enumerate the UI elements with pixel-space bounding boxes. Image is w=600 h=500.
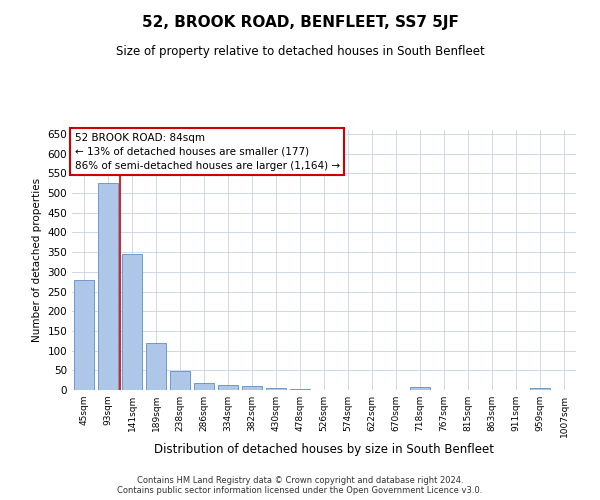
Bar <box>530 388 550 390</box>
Bar <box>242 386 262 390</box>
Bar <box>266 388 286 390</box>
Bar <box>74 280 94 390</box>
Bar <box>122 254 142 390</box>
Bar <box>218 386 238 390</box>
Bar <box>98 183 118 390</box>
Y-axis label: Number of detached properties: Number of detached properties <box>32 178 42 342</box>
Text: Contains HM Land Registry data © Crown copyright and database right 2024.
Contai: Contains HM Land Registry data © Crown c… <box>118 476 482 495</box>
Text: 52, BROOK ROAD, BENFLEET, SS7 5JF: 52, BROOK ROAD, BENFLEET, SS7 5JF <box>142 15 458 30</box>
Bar <box>146 342 166 390</box>
Bar <box>194 384 214 390</box>
Text: Size of property relative to detached houses in South Benfleet: Size of property relative to detached ho… <box>116 45 484 58</box>
X-axis label: Distribution of detached houses by size in South Benfleet: Distribution of detached houses by size … <box>154 442 494 456</box>
Bar <box>170 371 190 390</box>
Bar <box>410 387 430 390</box>
Bar <box>290 389 310 390</box>
Text: 52 BROOK ROAD: 84sqm
← 13% of detached houses are smaller (177)
86% of semi-deta: 52 BROOK ROAD: 84sqm ← 13% of detached h… <box>74 132 340 170</box>
